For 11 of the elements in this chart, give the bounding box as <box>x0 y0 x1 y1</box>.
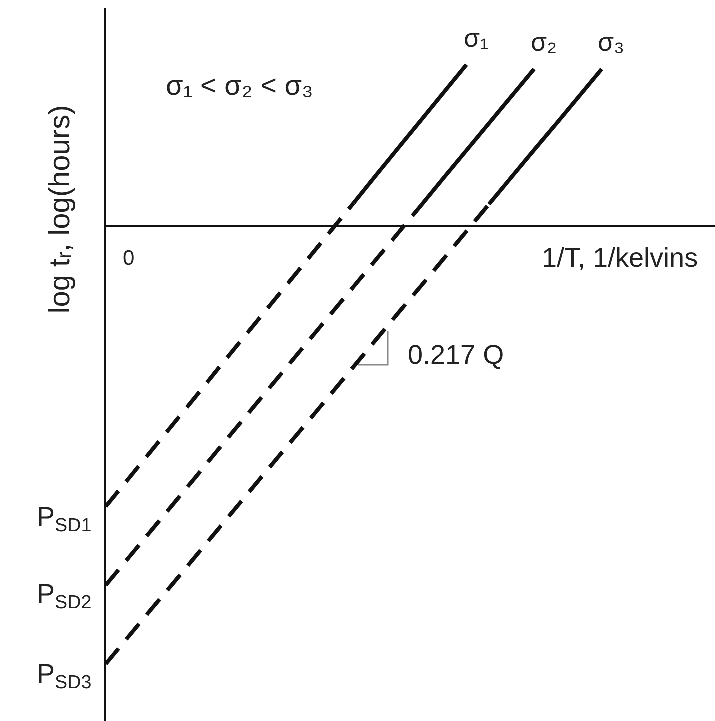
text: P$_{SD1}$ <box>37 502 92 537</box>
annotation: 0.217 Q <box>408 340 504 370</box>
annotation: 0 <box>123 247 135 270</box>
series-label: σ₂ <box>531 27 558 57</box>
series-label: σ₁ <box>464 23 490 53</box>
y-axis-title: log tᵣ, log(hours) <box>44 105 76 314</box>
x-axis-title: 1/T, 1/kelvins <box>542 243 698 273</box>
annotation: σ₁ < σ₂ < σ₃ <box>166 70 314 101</box>
text: P$_{SD3}$ <box>37 659 92 694</box>
series-label: σ₃ <box>598 27 625 57</box>
text: P$_{SD2}$ <box>37 579 92 614</box>
